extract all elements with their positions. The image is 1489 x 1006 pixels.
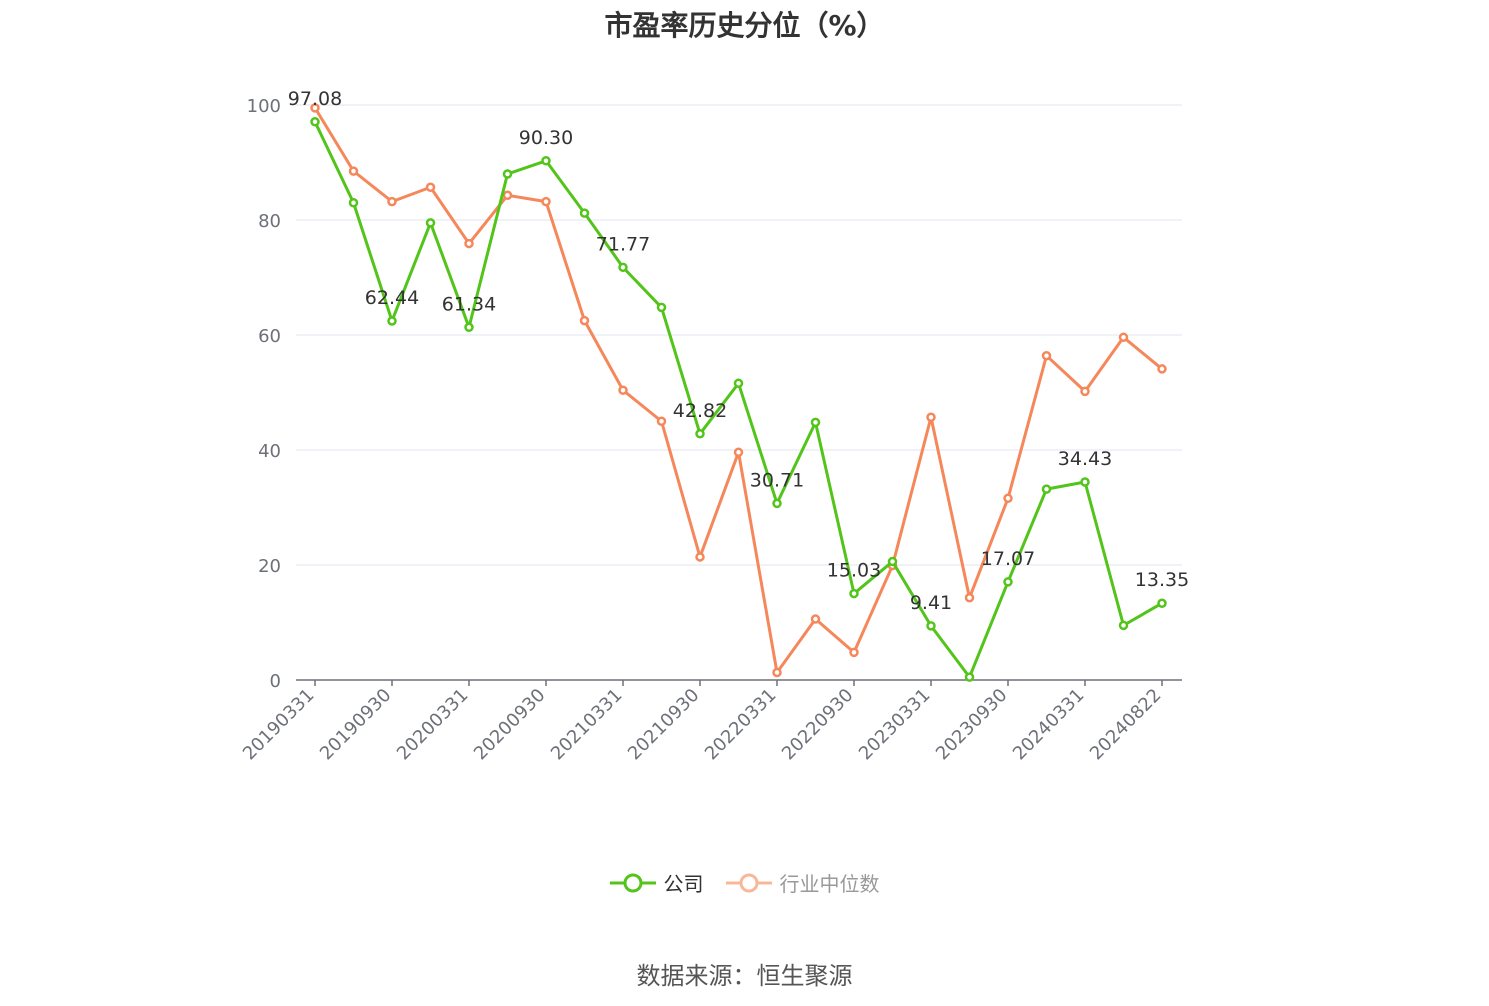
axis-layer: 0 20 40 60 80 100 2019033120190930202003312020… — [239, 96, 1182, 764]
data-point-industry — [348, 166, 359, 176]
data-point-industry — [1118, 332, 1129, 343]
data-point-industry — [502, 190, 513, 201]
data-label: 71.77 — [596, 233, 650, 255]
data-point-industry — [1041, 350, 1052, 361]
data-point-company — [1080, 477, 1090, 487]
data-point-company — [579, 208, 590, 218]
data-label: 62.44 — [365, 287, 419, 309]
data-point-industry — [618, 385, 628, 395]
data-point-company — [387, 316, 397, 326]
series-line-industry — [313, 107, 1163, 675]
data-point-industry — [310, 103, 320, 113]
data-point-company — [310, 117, 320, 127]
data-point-company — [425, 218, 436, 228]
data-point-company — [926, 621, 936, 631]
y-tick-label: 40 — [258, 441, 281, 462]
data-point-company — [1118, 620, 1129, 631]
data-point-company — [695, 429, 705, 439]
data-point-industry — [695, 552, 705, 562]
x-tick-label: 20200331 — [393, 685, 473, 765]
data-point-industry — [1157, 364, 1167, 374]
data-point-company — [348, 198, 359, 208]
data-point-industry — [964, 593, 975, 603]
company-legend-icon — [609, 873, 656, 892]
data-point-industry — [810, 614, 821, 624]
data-label: 9.41 — [910, 592, 952, 614]
legend-label-company: 公司 — [663, 872, 704, 896]
data-point-industry — [387, 196, 397, 207]
x-tick-label: 20220331 — [701, 685, 781, 765]
data-point-industry — [849, 647, 859, 658]
data-source-note: 数据来源：恒生聚源 — [636, 962, 853, 990]
data-label: 90.30 — [519, 127, 573, 149]
x-tick-label: 20220930 — [778, 685, 858, 765]
data-label: 97.08 — [288, 88, 342, 110]
data-label: 13.35 — [1135, 569, 1189, 591]
chart-title: 市盈率历史分位（%） — [604, 9, 885, 42]
legend-item-company[interactable]: 公司 — [609, 868, 704, 897]
data-point-company — [849, 588, 859, 599]
data-point-company — [887, 556, 898, 567]
data-label: 17.07 — [981, 548, 1035, 570]
x-tick-label: 20230930 — [932, 685, 1012, 765]
series-layer — [310, 103, 1167, 682]
industry-legend-icon — [725, 873, 772, 892]
x-tick-label: 20200930 — [470, 685, 550, 765]
data-point-company — [541, 156, 551, 166]
data-point-company — [1003, 577, 1013, 587]
y-tick-label: 100 — [247, 96, 281, 117]
data-label: 42.82 — [673, 400, 727, 422]
x-tick-label: 20230331 — [855, 685, 935, 765]
data-label: 15.03 — [827, 560, 881, 582]
legend-item-industry[interactable]: 行业中位数 — [725, 868, 880, 897]
data-label: 30.71 — [750, 469, 804, 491]
x-tick-label: 20210930 — [624, 685, 704, 765]
data-point-company — [502, 169, 513, 179]
data-point-industry — [733, 447, 744, 458]
x-tick-label: 20210331 — [547, 685, 627, 765]
legend: 公司 行业中位数 — [0, 868, 1489, 897]
data-point-industry — [464, 238, 474, 249]
y-tick-label: 0 — [270, 671, 281, 692]
x-tick-label: 20190930 — [316, 685, 396, 765]
data-label-layer: 97.08 62.44 61.34 90.30 71.77 42.82 30.71 15.03… — [288, 88, 1189, 614]
data-point-industry — [772, 667, 782, 678]
legend-label-industry: 行业中位数 — [779, 872, 880, 896]
data-label: 34.43 — [1058, 448, 1112, 470]
data-point-industry — [1080, 386, 1090, 397]
data-point-industry — [656, 416, 667, 426]
y-tick-label: 80 — [258, 211, 281, 232]
y-tick-label: 20 — [258, 556, 281, 577]
grid-layer — [296, 104, 1182, 566]
data-point-company — [772, 498, 782, 509]
x-tick-label: 20240822 — [1086, 685, 1166, 765]
y-tick-label: 60 — [258, 326, 281, 347]
data-point-industry — [1003, 493, 1013, 504]
x-tick-label: 20190331 — [239, 685, 319, 765]
data-point-company — [618, 262, 628, 273]
data-point-industry — [541, 196, 551, 207]
data-point-company — [810, 417, 821, 428]
data-point-company — [656, 302, 667, 313]
data-point-company — [964, 672, 975, 682]
data-point-industry — [579, 315, 590, 326]
x-tick-label: 20240331 — [1009, 685, 1089, 765]
data-point-industry — [425, 182, 436, 192]
data-point-industry — [926, 412, 936, 422]
data-point-company — [464, 322, 474, 333]
data-point-company — [1157, 598, 1167, 608]
data-label: 61.34 — [442, 293, 496, 315]
data-point-company — [733, 378, 744, 389]
data-point-company — [1041, 484, 1052, 494]
